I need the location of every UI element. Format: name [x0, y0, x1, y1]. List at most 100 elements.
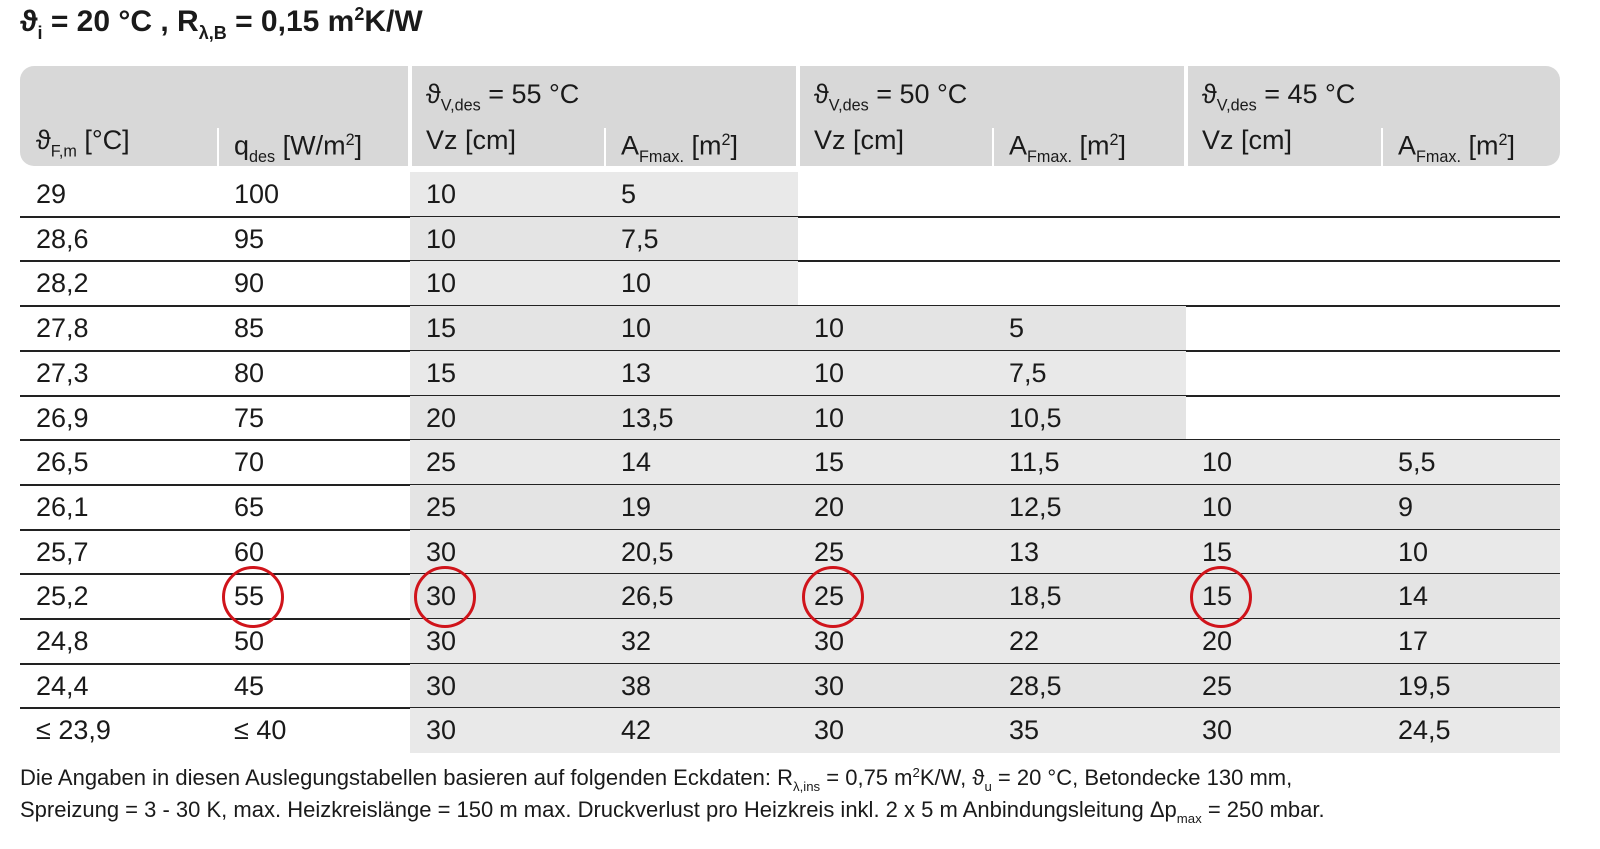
- table-cell: 19,5: [1398, 670, 1451, 701]
- text-part: ]: [730, 130, 739, 161]
- cell-shade: [605, 172, 798, 217]
- table-cell: 25: [426, 447, 457, 478]
- table-cell: ≤ 40: [234, 715, 287, 746]
- cell-shade: [605, 440, 798, 485]
- table-cell: 26,5: [621, 581, 674, 612]
- text-part: 2: [345, 131, 355, 149]
- cell-shade: [993, 619, 1186, 664]
- cell-shade: [605, 619, 798, 664]
- cell-shade: [1382, 708, 1560, 754]
- table-cell: 30: [426, 670, 457, 701]
- table-cell: 30: [814, 670, 845, 701]
- cell-shade: [993, 529, 1186, 575]
- table-cell: 10,5: [1009, 402, 1062, 433]
- cell-shade: [993, 440, 1186, 485]
- cell-shade: [410, 395, 605, 441]
- cell-shade: [410, 172, 605, 217]
- text-part: Die Angaben in diesen Auslegungstabellen…: [20, 765, 794, 790]
- highlight-circle: [222, 566, 284, 629]
- table-cell: 15: [1202, 536, 1233, 567]
- title: ϑi = 20 °C , Rλ,B = 0,15 m2K/W: [20, 4, 423, 44]
- table-cell: 5: [1009, 313, 1025, 344]
- table-cell: 13: [1009, 536, 1040, 567]
- text-part: max: [1176, 810, 1202, 826]
- table-cell: 24,8: [36, 626, 89, 656]
- table-cell: 65: [234, 491, 265, 522]
- text-part: K/W: [364, 4, 423, 38]
- text-part: V,des: [1216, 96, 1257, 115]
- footnote-line: Spreizung = 3 - 30 K, max. Heizkreisläng…: [20, 797, 1325, 826]
- text-part: = 250 mbar.: [1201, 797, 1325, 822]
- text-part: V,des: [828, 96, 869, 115]
- table-cell: 38: [621, 670, 652, 701]
- table-cell: 12,5: [1009, 491, 1062, 522]
- text-part: 2: [1498, 131, 1508, 149]
- table-cell: 24,4: [36, 670, 89, 701]
- text-part: = 55 °C: [480, 79, 580, 109]
- cell-shade: [605, 708, 798, 754]
- table-cell: 5: [621, 179, 637, 209]
- header-background: [20, 66, 1560, 166]
- cell-shade: [605, 484, 798, 530]
- cell-shade: [993, 708, 1186, 754]
- table-cell: 15: [814, 447, 845, 478]
- text-part: ϑ: [20, 4, 38, 38]
- table-cell: 26,9: [36, 402, 89, 433]
- cell-shade: [1186, 663, 1382, 709]
- text-part: = 0,75 m: [820, 765, 913, 790]
- cell-shade: [605, 306, 798, 351]
- header-separator: [796, 66, 800, 166]
- text-part: Vz [cm]: [814, 125, 905, 155]
- table-cell: 13: [621, 357, 652, 388]
- column-header: Vz [cm]: [410, 118, 516, 162]
- text-part: u: [984, 778, 992, 794]
- table-cell: 18,5: [1009, 581, 1062, 612]
- header-separator: [604, 128, 606, 166]
- text-part: V,des: [440, 96, 481, 115]
- table-cell: 14: [1398, 581, 1429, 612]
- column-header: ϑF,m [°C]: [20, 118, 130, 173]
- group-header: ϑV,des = 55 °C: [410, 72, 579, 127]
- cell-shade: [410, 708, 605, 754]
- table-cell: 20: [1202, 626, 1233, 656]
- cell-shade: [1382, 484, 1560, 530]
- cell-shade: [993, 395, 1186, 441]
- table-cell: 20,5: [621, 536, 674, 567]
- cell-shade: [993, 574, 1186, 619]
- footnote-line: Die Angaben in diesen Auslegungstabellen…: [20, 765, 1292, 794]
- column-header: AFmax. [m2]: [993, 118, 1126, 179]
- table-cell: 29: [36, 179, 67, 209]
- column-header: Vz [cm]: [798, 118, 904, 162]
- header-separator: [217, 128, 219, 166]
- cell-shade: [993, 663, 1186, 709]
- cell-shade: [798, 395, 993, 441]
- text-part: A: [621, 130, 640, 161]
- table-cell: 7,5: [1009, 357, 1047, 388]
- table-cell: 10: [814, 357, 845, 388]
- table-cell: 100: [234, 179, 280, 209]
- text-part: ]: [1507, 130, 1516, 161]
- table-cell: 28,5: [1009, 670, 1062, 701]
- text-part: q: [234, 130, 250, 161]
- table-cell: 28,6: [36, 223, 89, 254]
- text-part: i: [37, 22, 43, 43]
- table-cell: 70: [234, 447, 265, 478]
- table-cell: 10: [426, 223, 457, 254]
- text-part: [m: [1071, 130, 1110, 161]
- cell-shade: [1186, 440, 1382, 485]
- table-cell: 30: [426, 715, 457, 746]
- table-cell: 24,5: [1398, 715, 1451, 746]
- table-cell: 10: [1202, 491, 1233, 522]
- highlight-circle: [414, 566, 476, 629]
- table-cell: ≤ 23,9: [36, 715, 111, 746]
- text-part: 2: [912, 765, 920, 781]
- column-header: qdes [W/m2]: [218, 118, 362, 179]
- text-part: Fmax.: [639, 148, 684, 166]
- column-header: AFmax. [m2]: [1382, 118, 1515, 179]
- cell-shade: [605, 663, 798, 709]
- text-part: ]: [354, 130, 363, 161]
- table-cell: 22: [1009, 626, 1040, 656]
- text-part: [m: [683, 130, 722, 161]
- cell-shade: [798, 306, 993, 351]
- text-part: 2: [1109, 131, 1119, 149]
